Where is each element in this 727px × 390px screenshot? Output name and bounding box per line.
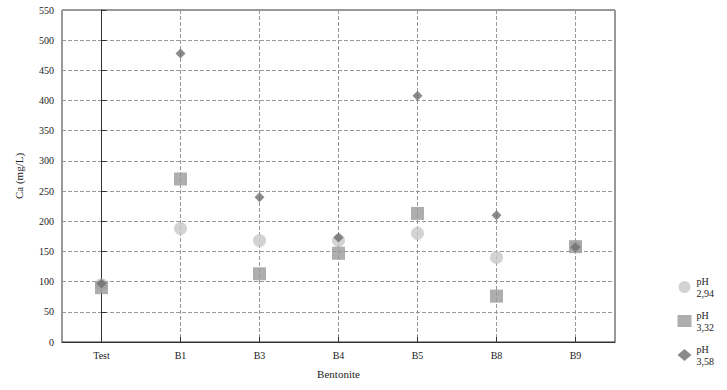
svg-text:400: 400 [39, 95, 54, 106]
svg-text:2,94: 2,94 [697, 288, 715, 299]
svg-text:450: 450 [39, 65, 54, 76]
svg-text:B1: B1 [175, 350, 187, 361]
svg-text:150: 150 [39, 246, 54, 257]
svg-text:B3: B3 [254, 350, 266, 361]
svg-text:200: 200 [39, 216, 54, 227]
svg-text:Ca (mg/L): Ca (mg/L) [13, 153, 26, 199]
svg-text:pH: pH [697, 276, 709, 287]
svg-text:pH: pH [697, 310, 709, 321]
svg-text:550: 550 [39, 5, 54, 16]
svg-text:100: 100 [39, 276, 54, 287]
svg-text:300: 300 [39, 155, 54, 166]
svg-text:Bentonite: Bentonite [317, 368, 360, 380]
svg-text:250: 250 [39, 186, 54, 197]
svg-text:3,32: 3,32 [697, 322, 715, 333]
svg-text:B4: B4 [333, 350, 345, 361]
svg-text:500: 500 [39, 35, 54, 46]
svg-text:3,58: 3,58 [697, 356, 715, 367]
svg-text:B8: B8 [491, 350, 503, 361]
svg-text:B9: B9 [570, 350, 582, 361]
svg-text:50: 50 [44, 306, 54, 317]
svg-text:Test: Test [93, 350, 110, 361]
svg-text:0: 0 [49, 337, 54, 348]
svg-text:pH: pH [697, 344, 709, 355]
svg-text:B5: B5 [412, 350, 424, 361]
svg-text:350: 350 [39, 125, 54, 136]
